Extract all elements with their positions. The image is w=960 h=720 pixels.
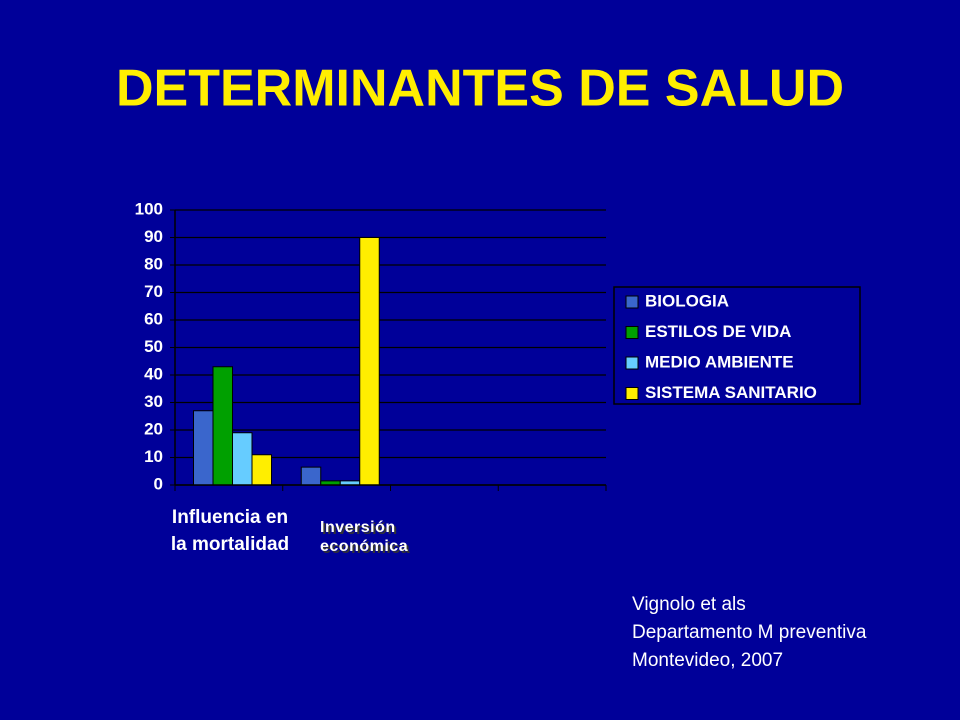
legend-swatch [625,356,639,370]
legend-swatch [625,326,639,339]
bar [359,237,380,486]
bar [300,466,322,486]
source-line: Departamento M preventiva [632,622,867,643]
legend-label: SISTEMA SANITARIO [645,383,817,402]
x-tick-label: Inversión económica [320,519,409,555]
y-tick-label: 90 [144,227,163,246]
source-line: Vignolo et als [632,594,746,615]
y-tick-label: 20 [144,419,163,438]
y-tick-label: 70 [144,282,163,301]
x-tick-label: Influencia en la mortalidad [170,507,290,555]
bar [251,454,272,486]
legend-label: MEDIO AMBIENTE [645,352,794,371]
legend-swatch [625,295,639,309]
legend-swatch [625,387,639,400]
title: DETERMINANTES DE SALUD [116,60,844,118]
y-tick-label: 50 [144,337,163,356]
legend-box [613,286,861,405]
legend-label: BIOLOGIA [645,291,729,310]
y-tick-label: 10 [144,447,163,466]
y-tick-label: 0 [154,474,163,493]
source-line: Montevideo, 2007 [632,650,784,671]
y-tick-label: 30 [144,392,163,411]
y-tick-label: 60 [144,309,163,328]
y-tick-label: 80 [144,254,163,273]
y-tick-label: 40 [144,364,163,383]
bar [232,432,253,486]
legend-label: ESTILOS DE VIDA [645,322,791,341]
bar [212,366,233,486]
bar [193,410,214,486]
y-tick-label: 100 [135,199,163,218]
